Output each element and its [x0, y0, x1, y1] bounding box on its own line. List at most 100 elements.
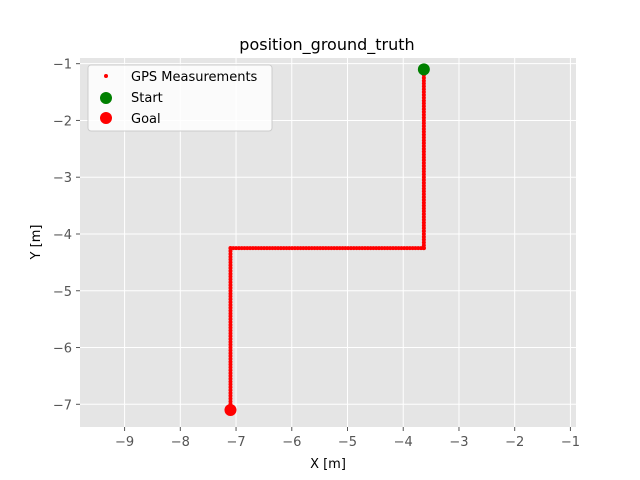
legend-marker-goal — [100, 112, 112, 124]
gps-point — [228, 311, 233, 316]
gps-point — [228, 288, 233, 293]
gps-point — [326, 246, 331, 251]
gps-point — [399, 246, 404, 251]
gps-point — [421, 183, 426, 188]
gps-point — [421, 149, 426, 154]
gps-point — [228, 283, 233, 288]
gps-point — [421, 200, 426, 205]
gps-point — [228, 376, 233, 381]
gps-point — [421, 172, 426, 177]
gps-point — [236, 246, 241, 251]
y-tick-label: −7 — [53, 398, 72, 413]
gps-point — [421, 141, 426, 146]
gps-point — [343, 246, 348, 251]
gps-point — [421, 166, 426, 171]
gps-point — [306, 246, 311, 251]
gps-point — [421, 175, 426, 180]
gps-point — [228, 297, 233, 302]
gps-point — [228, 300, 233, 305]
gps-point — [228, 266, 233, 271]
legend-label-gps: GPS Measurements — [131, 70, 258, 85]
gps-point — [421, 158, 426, 163]
gps-point — [421, 223, 426, 228]
gps-point — [421, 98, 426, 103]
gps-point — [421, 138, 426, 143]
gps-point — [228, 314, 233, 319]
gps-point — [318, 246, 323, 251]
gps-point — [413, 246, 418, 251]
legend-label-goal: Goal — [131, 112, 161, 127]
gps-point — [421, 231, 426, 236]
x-tick-label: −9 — [115, 435, 134, 450]
gps-point — [228, 291, 233, 296]
gps-point — [348, 246, 353, 251]
gps-point — [379, 246, 384, 251]
gps-point — [374, 246, 379, 251]
gps-point — [284, 246, 289, 251]
gps-point — [421, 186, 426, 191]
gps-point — [228, 325, 233, 330]
gps-point — [231, 246, 236, 251]
gps-point — [228, 317, 233, 322]
gps-point — [421, 178, 426, 183]
gps-point — [273, 246, 278, 251]
gps-point — [334, 246, 339, 251]
gps-point — [421, 197, 426, 202]
gps-point — [228, 342, 233, 347]
series-layer — [224, 63, 430, 416]
gps-point — [228, 285, 233, 290]
gps-point — [278, 246, 283, 251]
gps-point — [351, 246, 356, 251]
gps-point — [421, 146, 426, 151]
gps-point — [228, 271, 233, 276]
gps-point — [228, 390, 233, 395]
gps-point — [228, 251, 233, 256]
gps-point — [421, 161, 426, 166]
gps-point — [421, 78, 426, 83]
gps-point — [421, 92, 426, 97]
gps-point — [253, 246, 258, 251]
gps-point — [368, 246, 373, 251]
legend: GPS Measurements Start Goal — [87, 64, 273, 132]
gps-point — [320, 246, 325, 251]
gps-point — [388, 246, 393, 251]
x-tick-label: −2 — [505, 435, 524, 450]
gps-point — [228, 274, 233, 279]
gps-point — [329, 246, 334, 251]
gps-point — [228, 294, 233, 299]
gps-point — [228, 359, 233, 364]
legend-marker-gps — [104, 74, 108, 78]
gps-point — [228, 339, 233, 344]
gps-point — [363, 246, 368, 251]
gps-point — [354, 246, 359, 251]
y-tick-label: −3 — [53, 171, 72, 186]
gps-point — [228, 246, 233, 251]
legend-box — [87, 64, 273, 132]
gps-point — [421, 126, 426, 131]
gps-point — [262, 246, 267, 251]
gps-point — [421, 206, 426, 211]
start-point — [417, 63, 430, 76]
gps-point — [228, 305, 233, 310]
gps-point — [371, 246, 376, 251]
gps-point — [259, 246, 264, 251]
gps-point — [421, 169, 426, 174]
gps-point — [421, 226, 426, 231]
gps-point — [416, 246, 421, 251]
gps-point — [421, 95, 426, 100]
gps-point — [228, 254, 233, 259]
gps-point — [421, 118, 426, 123]
x-tick-label: −6 — [282, 435, 301, 450]
gps-point — [228, 280, 233, 285]
gps-point — [312, 246, 317, 251]
goal-point — [224, 403, 237, 416]
gps-point — [360, 246, 365, 251]
x-tick-label: −8 — [171, 435, 190, 450]
gps-point — [228, 277, 233, 282]
x-axis-label: X [m] — [310, 457, 346, 472]
gps-point — [421, 135, 426, 140]
gps-point — [264, 246, 269, 251]
gps-point — [228, 371, 233, 376]
gps-point — [405, 246, 410, 251]
gps-point — [315, 246, 320, 251]
